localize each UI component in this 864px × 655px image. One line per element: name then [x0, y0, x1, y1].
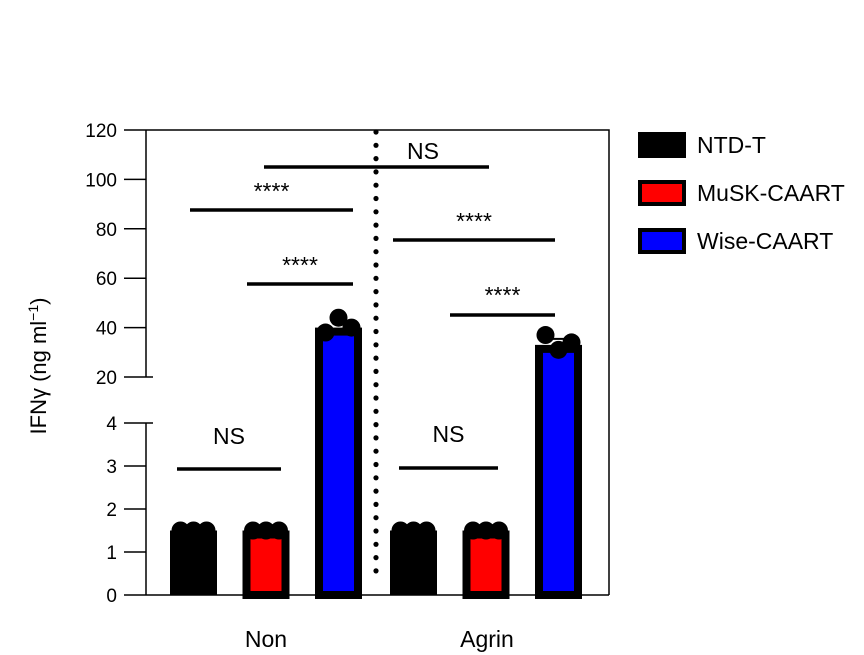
data-point — [171, 521, 190, 540]
x-category-label: Agrin — [460, 626, 514, 652]
group-separator-dot — [373, 422, 379, 428]
group-separator-dot — [373, 222, 379, 228]
y-lower-tick-label: 3 — [106, 457, 117, 478]
data-point — [477, 521, 495, 540]
legend-label: Wise-CAART — [697, 228, 833, 254]
data-point — [417, 521, 436, 540]
bar-wise-caart — [535, 344, 582, 600]
group-separator-dot — [373, 302, 379, 308]
data-point — [536, 326, 555, 345]
significance-label: NS — [433, 421, 465, 447]
group-separator-dot — [373, 315, 379, 321]
y-upper-tick-label: 40 — [96, 319, 117, 340]
group-separator-dot — [373, 169, 379, 175]
data-point — [464, 521, 482, 540]
y-upper-tick-label: 100 — [85, 170, 117, 191]
group-separator-dot — [373, 541, 379, 547]
legend-label: NTD-T — [697, 132, 766, 158]
group-separator-dot — [373, 249, 379, 255]
data-point — [316, 323, 335, 342]
bar-musk-caart — [462, 530, 510, 599]
group-separator-dot — [373, 209, 379, 215]
data-point — [244, 521, 262, 540]
group-separator-dot — [373, 408, 379, 414]
y-axis-label: IFNγ (ng ml−1) — [25, 298, 51, 435]
group-separator-dot — [373, 461, 379, 468]
y-upper-tick-label: 20 — [96, 368, 117, 389]
legend-swatch-wise-caart — [638, 228, 686, 254]
bar-wise-caart — [315, 327, 362, 599]
y-upper-tick-label: 120 — [85, 121, 117, 142]
group-separator-dot — [373, 235, 379, 241]
group-separator-dot — [373, 395, 379, 401]
data-point — [404, 521, 423, 540]
group-separator-dot — [373, 342, 379, 348]
group-separator-dot — [373, 129, 379, 135]
significance-label: NS — [407, 138, 439, 164]
legend-label: MuSK-CAART — [697, 180, 845, 206]
y-upper-tick-label: 80 — [96, 220, 117, 241]
significance-label: **** — [254, 178, 290, 204]
group-separator-dot — [373, 182, 379, 188]
group-separator-dot — [373, 515, 379, 521]
data-point — [391, 521, 410, 540]
group-separator-dot — [373, 488, 379, 494]
legend-swatch-ntd-t — [638, 132, 686, 158]
legend-swatch-musk-caart — [638, 180, 686, 206]
data-point — [184, 521, 203, 540]
y-lower-tick-label: 1 — [106, 543, 117, 564]
significance-label: **** — [485, 282, 521, 308]
group-separator-dot — [373, 262, 379, 268]
group-separator-dot — [373, 156, 379, 162]
group-separator-dot — [373, 501, 379, 507]
bar-ntd-t — [170, 530, 217, 595]
data-point — [342, 318, 361, 337]
group-separator-dot — [373, 382, 379, 388]
data-point — [257, 521, 275, 540]
group-separator-dot — [373, 142, 379, 148]
group-separator-dot — [373, 195, 379, 202]
bar-ntd-t — [390, 530, 437, 595]
significance-label: NS — [213, 423, 245, 449]
data-point — [490, 521, 508, 540]
plot-frame — [146, 129, 610, 595]
y-lower-tick-label: 4 — [106, 414, 117, 435]
data-point — [197, 521, 216, 540]
group-separator-dot — [373, 435, 379, 441]
group-separator-dot — [373, 275, 379, 281]
bar-musk-caart — [242, 530, 290, 599]
x-category-label: Non — [245, 626, 287, 652]
group-separator-dot — [373, 368, 379, 374]
data-point — [270, 521, 288, 540]
data-point — [562, 333, 581, 352]
y-lower-tick-label: 2 — [106, 500, 117, 521]
group-separator-dot — [373, 328, 379, 335]
y-upper-tick-label: 60 — [96, 269, 117, 290]
group-separator-dot — [373, 289, 379, 295]
group-separator-dot — [373, 555, 379, 561]
group-separator-dot — [373, 355, 379, 361]
significance-label: **** — [282, 252, 318, 278]
significance-label: **** — [456, 208, 492, 234]
group-separator-dot — [373, 568, 379, 574]
group-separator-dot — [373, 475, 379, 481]
group-separator-dot — [373, 528, 379, 534]
group-separator-dot — [373, 448, 379, 454]
y-lower-tick-label: 0 — [106, 586, 117, 607]
